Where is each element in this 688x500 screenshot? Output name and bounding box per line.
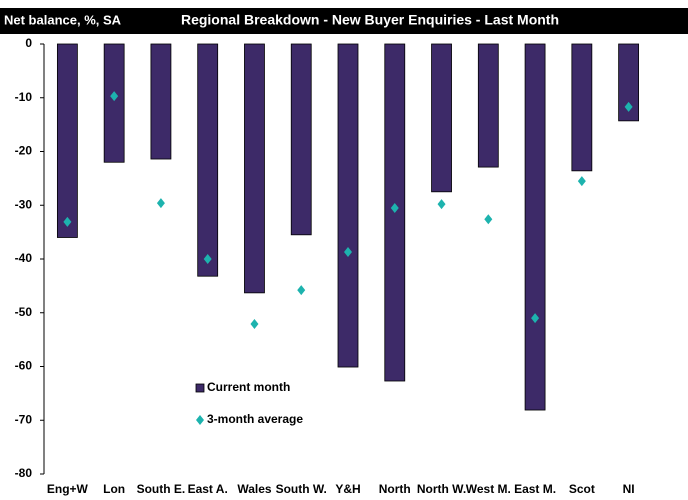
bar (337, 43, 359, 368)
bar (571, 43, 593, 172)
x-tick-label: Scot (569, 482, 595, 496)
y-tick-label: -30 (15, 197, 33, 211)
marker (110, 91, 119, 102)
y-tick-label: -40 (15, 251, 33, 265)
y-tick-label: -10 (15, 90, 33, 104)
x-tick-label: Y&H (335, 482, 360, 496)
marker (390, 202, 399, 213)
y-axis-label: Net balance, %, SA (4, 12, 122, 27)
y-tick-label: -80 (15, 466, 33, 480)
legend-swatch (195, 383, 205, 393)
x-tick-label: Lon (103, 482, 125, 496)
x-tick-label: East M. (514, 482, 556, 496)
x-tick-label: North (379, 482, 411, 496)
x-tick-label: Wales (237, 482, 272, 496)
x-tick-label: East A. (188, 482, 228, 496)
bar (524, 43, 546, 411)
x-tick-label: NI (623, 482, 635, 496)
legend-label: Current month (207, 380, 290, 394)
chart-title: Regional Breakdown - New Buyer Enquiries… (181, 12, 559, 28)
x-tick-label: Eng+W (47, 482, 89, 496)
y-tick-label: -60 (15, 359, 33, 373)
bar (197, 43, 219, 277)
x-tick-label: South W. (276, 482, 327, 496)
marker (63, 216, 72, 227)
marker (156, 198, 165, 209)
marker (344, 247, 352, 258)
title-bar (0, 8, 688, 34)
marker (203, 254, 212, 264)
marker (250, 319, 259, 330)
marker (437, 199, 446, 210)
marker (484, 214, 493, 225)
marker (624, 101, 633, 112)
bar (103, 43, 125, 163)
y-tick-label: -50 (15, 305, 33, 319)
bar (290, 43, 312, 236)
marker (577, 176, 586, 187)
bar (56, 43, 78, 238)
bar (150, 43, 172, 160)
x-tick-label: South E. (137, 482, 186, 496)
x-tick-label: North W. (417, 482, 466, 496)
legend-label: 3-month average (207, 412, 303, 426)
bar (618, 43, 640, 122)
x-tick-label: West M. (466, 482, 511, 496)
legend-swatch (196, 415, 204, 425)
y-tick-label: -70 (15, 412, 33, 426)
marker (297, 285, 306, 296)
bar (244, 43, 265, 294)
bar (477, 43, 499, 168)
marker (531, 313, 540, 324)
y-tick-label: 0 (25, 36, 32, 50)
y-tick-label: -20 (15, 144, 33, 158)
bar (431, 43, 452, 193)
